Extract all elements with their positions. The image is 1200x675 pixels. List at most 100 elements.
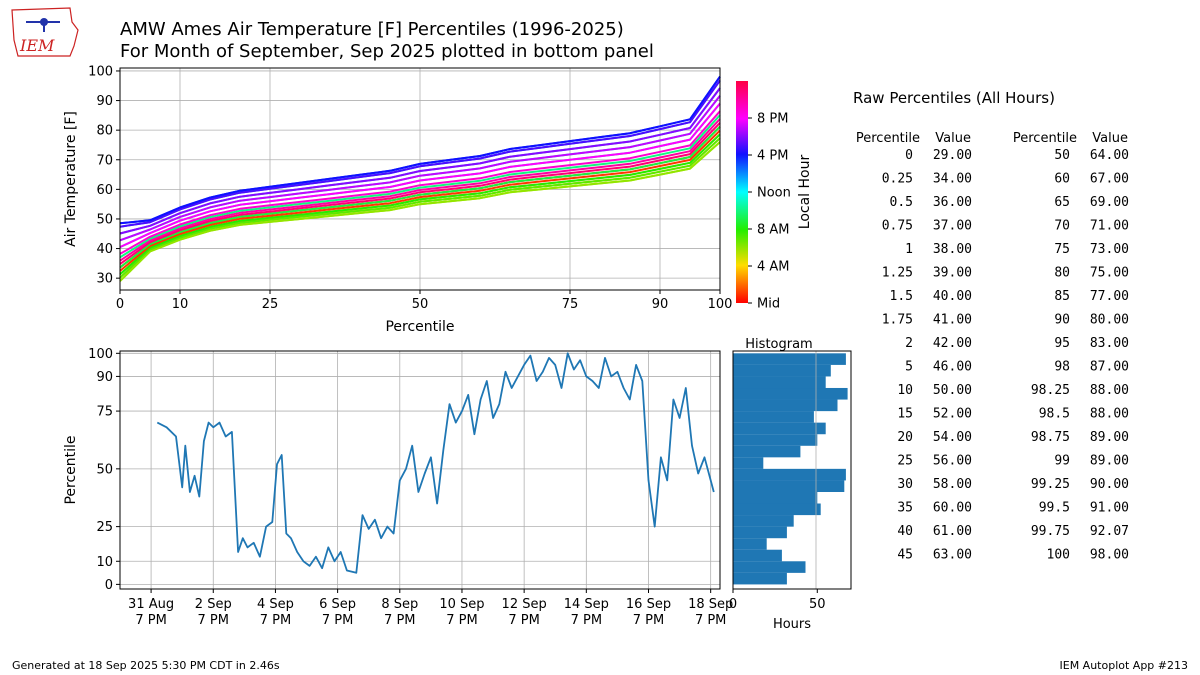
table-cell-percentile: 15 <box>897 407 913 422</box>
table-cell-value: 98.00 <box>1090 548 1129 563</box>
histogram-bar <box>733 422 826 435</box>
table-cell-percentile: 0.25 <box>882 172 913 187</box>
top-xtick-label: 90 <box>652 297 669 312</box>
bottom-xtick-date: 31 Aug <box>128 597 174 612</box>
table-cell-percentile: 99.25 <box>1031 477 1070 492</box>
percentile-series-line <box>156 352 715 574</box>
bottom-xtick-date: 16 Sep <box>626 597 671 612</box>
raw-percentile-table: Raw Percentiles (All Hours) Percentile V… <box>853 89 1129 563</box>
histogram-ticks: 0 50 <box>729 589 826 612</box>
histogram-panel: Histogram 0 50 Hours <box>729 337 852 632</box>
hour-line-23 <box>119 122 721 265</box>
table-cell-value: 29.00 <box>933 148 972 163</box>
hour-line-16 <box>119 76 721 225</box>
top-xtick-label: 50 <box>412 297 429 312</box>
chart-title-line2: For Month of September, Sep 2025 plotted… <box>120 41 654 62</box>
bottom-ytick-label: 50 <box>96 462 113 477</box>
table-cell-percentile: 75 <box>1054 242 1070 257</box>
table-cell-value: 54.00 <box>933 430 972 445</box>
top-ytick-label: 50 <box>96 212 113 227</box>
table-cell-value: 67.00 <box>1090 172 1129 187</box>
histogram-frame <box>732 350 852 590</box>
table-cell-value: 41.00 <box>933 313 972 328</box>
table-header-percentile-left: Percentile <box>856 131 920 146</box>
histogram-bar <box>733 561 806 573</box>
histogram-xlabel: Hours <box>773 617 811 632</box>
colorbar-tick-label: 8 PM <box>757 112 788 127</box>
bottom-ytick-label: 10 <box>96 555 113 570</box>
table-cell-percentile: 5 <box>905 360 913 375</box>
histogram-bar <box>733 503 821 516</box>
table-cell-percentile: 30 <box>897 477 913 492</box>
table-cell-value: 90.00 <box>1090 477 1129 492</box>
hour-line-18 <box>119 87 721 235</box>
hour-line-17 <box>119 79 721 228</box>
top-xtick-label: 100 <box>708 297 733 312</box>
bottom-xtick-date: 18 Sep <box>688 597 733 612</box>
hour-line-8 <box>119 133 721 276</box>
top-ticks: 0 10 25 50 75 90 100 30 40 50 60 70 80 90 100 <box>88 64 732 312</box>
table-cell-percentile: 25 <box>897 454 913 469</box>
table-cell-percentile: 99 <box>1054 454 1070 469</box>
table-cell-percentile: 98.5 <box>1039 407 1070 422</box>
table-cell-percentile: 40 <box>897 524 913 539</box>
bottom-ytick-label: 25 <box>96 520 113 535</box>
table-cell-value: 56.00 <box>933 454 972 469</box>
histogram-bar <box>733 364 831 377</box>
table-cell-percentile: 85 <box>1054 289 1070 304</box>
colorbar-tick-label: Mid <box>757 297 780 312</box>
table-cell-value: 52.00 <box>933 407 972 422</box>
bottom-xtick-date: 12 Sep <box>502 597 547 612</box>
bottom-xtick-time: 7 PM <box>384 613 415 628</box>
table-cell-value: 73.00 <box>1090 242 1129 257</box>
table-cell-percentile: 98.75 <box>1031 430 1070 445</box>
bottom-xtick-date: 8 Sep <box>381 597 418 612</box>
top-ytick-label: 30 <box>96 272 113 287</box>
table-cell-value: 91.00 <box>1090 501 1129 516</box>
histogram-bar <box>733 411 814 423</box>
bottom-ytick-label: 75 <box>96 405 113 420</box>
histogram-bar <box>733 434 818 446</box>
bottom-xtick-time: 7 PM <box>198 613 229 628</box>
table-cell-percentile: 20 <box>897 430 913 445</box>
bottom-ylabel: Percentile <box>63 435 79 504</box>
hour-line-10 <box>119 114 721 259</box>
table-cell-value: 89.00 <box>1090 430 1129 445</box>
histogram-bar <box>733 572 787 585</box>
hour-line-1 <box>119 129 721 272</box>
table-cell-percentile: 65 <box>1054 195 1070 210</box>
bottom-xtick-time: 7 PM <box>571 613 602 628</box>
histogram-bar <box>733 549 782 562</box>
table-cell-value: 83.00 <box>1090 336 1129 351</box>
table-cell-value: 34.00 <box>933 172 972 187</box>
table-header-value-right: Value <box>1092 131 1128 146</box>
top-ytick-label: 40 <box>96 242 113 257</box>
table-cell-value: 71.00 <box>1090 219 1129 234</box>
table-cell-value: 39.00 <box>933 266 972 281</box>
bottom-xtick-time: 7 PM <box>508 613 539 628</box>
table-cell-value: 38.00 <box>933 242 972 257</box>
top-ytick-label: 80 <box>96 124 113 139</box>
table-header-value-left: Value <box>935 131 971 146</box>
colorbar-label: Local Hour <box>797 155 813 230</box>
colorbar-ticks: Mid 4 AM 8 AM Noon 4 PM 8 PM <box>748 112 791 312</box>
table-cell-percentile: 2 <box>905 336 913 351</box>
histogram-title: Histogram <box>745 337 812 352</box>
bottom-xtick-time: 7 PM <box>322 613 353 628</box>
top-xlabel: Percentile <box>385 319 454 335</box>
table-cell-value: 60.00 <box>933 501 972 516</box>
table-cell-value: 40.00 <box>933 289 972 304</box>
bottom-axes-frame <box>119 350 721 590</box>
histogram-bar <box>733 399 838 412</box>
bottom-xtick-time: 7 PM <box>695 613 726 628</box>
hour-line-19 <box>119 95 721 242</box>
table-cell-value: 75.00 <box>1090 266 1129 281</box>
top-ytick-label: 100 <box>88 64 113 79</box>
hour-line-21 <box>119 110 721 255</box>
histogram-bar <box>733 445 801 458</box>
footer-app: IEM Autoplot App #213 <box>1060 659 1189 672</box>
hour-line-20 <box>119 102 721 249</box>
table-cell-percentile: 45 <box>897 548 913 563</box>
table-rows: 0 29.00 50 64.00 0.25 34.00 60 67.00 0.5 36.00 65 6… <box>882 148 1129 563</box>
colorbar-gradient <box>736 81 748 303</box>
